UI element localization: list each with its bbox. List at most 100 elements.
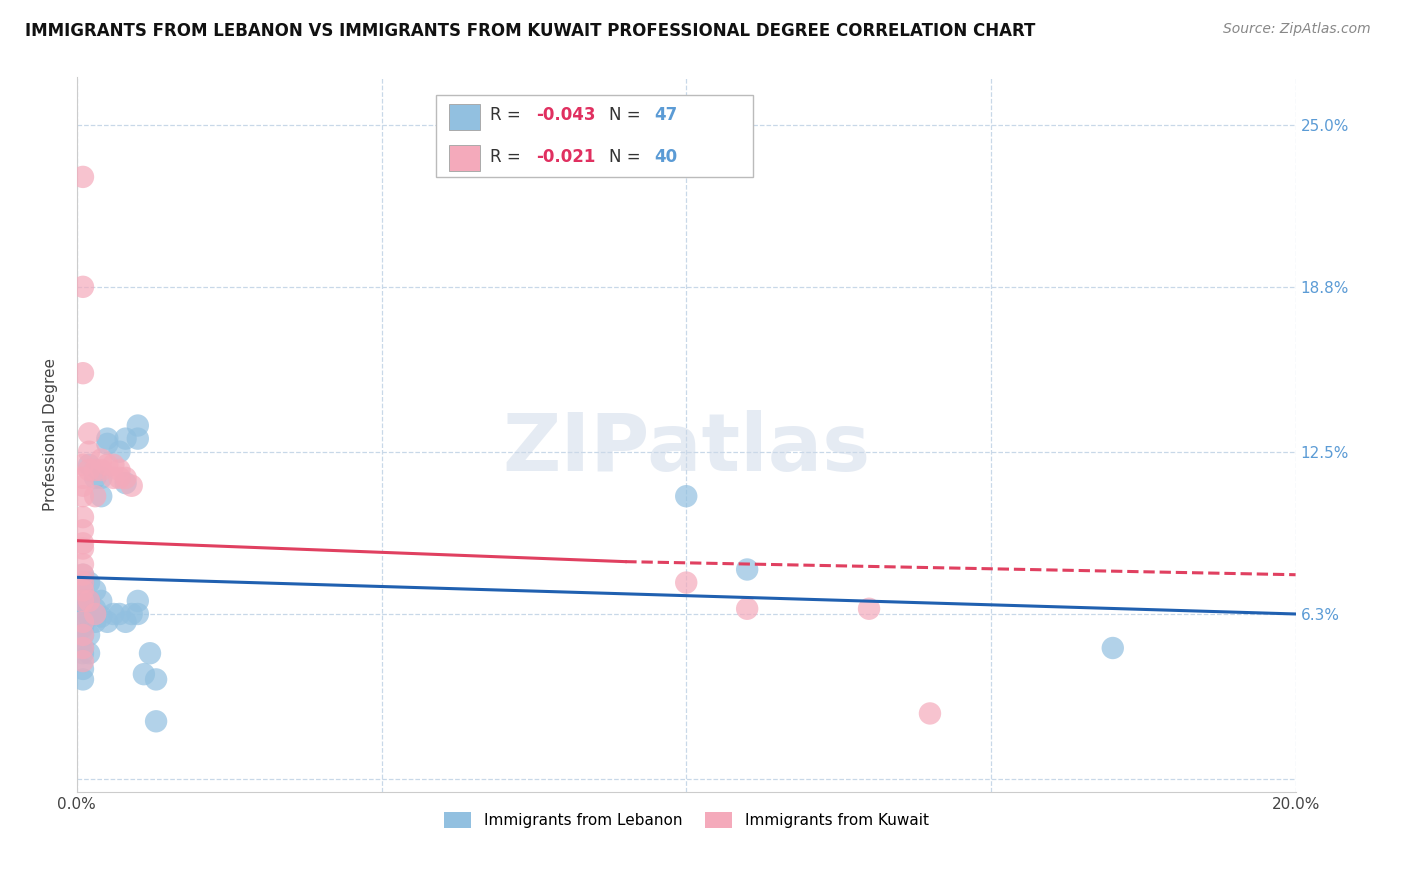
Point bbox=[127, 607, 149, 621]
Point bbox=[72, 628, 94, 642]
Point bbox=[114, 432, 136, 446]
Point bbox=[72, 575, 94, 590]
Text: ZIPatlas: ZIPatlas bbox=[502, 410, 870, 488]
Point bbox=[103, 458, 125, 472]
Point bbox=[90, 452, 112, 467]
Point bbox=[77, 646, 100, 660]
Point bbox=[96, 437, 118, 451]
Legend: Immigrants from Lebanon, Immigrants from Kuwait: Immigrants from Lebanon, Immigrants from… bbox=[437, 806, 935, 834]
Point bbox=[77, 609, 100, 624]
Point bbox=[72, 471, 94, 485]
Point bbox=[72, 567, 94, 582]
Point bbox=[108, 471, 131, 485]
Point bbox=[121, 607, 143, 621]
Point bbox=[72, 567, 94, 582]
Point bbox=[90, 594, 112, 608]
Point bbox=[72, 583, 94, 598]
FancyBboxPatch shape bbox=[449, 103, 481, 129]
Text: -0.021: -0.021 bbox=[536, 148, 596, 166]
FancyBboxPatch shape bbox=[449, 145, 481, 171]
Point bbox=[84, 601, 107, 615]
Point bbox=[72, 601, 94, 615]
Point bbox=[72, 609, 94, 624]
Point bbox=[72, 169, 94, 184]
Point bbox=[145, 673, 167, 687]
Point bbox=[77, 594, 100, 608]
Point bbox=[72, 366, 94, 380]
Point bbox=[96, 432, 118, 446]
Text: R =: R = bbox=[491, 106, 526, 124]
Point bbox=[77, 458, 100, 472]
Point bbox=[127, 594, 149, 608]
Point bbox=[90, 489, 112, 503]
Text: Source: ZipAtlas.com: Source: ZipAtlas.com bbox=[1223, 22, 1371, 37]
Point bbox=[72, 673, 94, 687]
Point bbox=[84, 583, 107, 598]
Point bbox=[103, 607, 125, 621]
Point bbox=[108, 444, 131, 458]
Point bbox=[84, 471, 107, 485]
Text: N =: N = bbox=[609, 148, 647, 166]
Text: R =: R = bbox=[491, 148, 526, 166]
Point bbox=[77, 628, 100, 642]
Point bbox=[114, 615, 136, 629]
Point bbox=[108, 607, 131, 621]
Point bbox=[96, 458, 118, 472]
Point bbox=[72, 640, 94, 655]
Point bbox=[675, 575, 697, 590]
Point bbox=[735, 562, 758, 576]
Point bbox=[72, 594, 94, 608]
Point bbox=[132, 667, 155, 681]
Point bbox=[103, 471, 125, 485]
Text: N =: N = bbox=[609, 106, 647, 124]
Point bbox=[72, 640, 94, 655]
Point bbox=[127, 432, 149, 446]
Point bbox=[77, 575, 100, 590]
Point bbox=[72, 536, 94, 550]
Point bbox=[121, 479, 143, 493]
Point bbox=[675, 489, 697, 503]
Point bbox=[72, 594, 94, 608]
Text: -0.043: -0.043 bbox=[536, 106, 596, 124]
Point bbox=[72, 615, 94, 629]
Point bbox=[858, 601, 880, 615]
Text: 47: 47 bbox=[655, 106, 678, 124]
Point bbox=[127, 418, 149, 433]
Point bbox=[77, 426, 100, 441]
Point bbox=[77, 463, 100, 477]
Point bbox=[72, 510, 94, 524]
Point bbox=[735, 601, 758, 615]
Point bbox=[96, 615, 118, 629]
Point bbox=[84, 607, 107, 621]
Point bbox=[72, 620, 94, 634]
Point bbox=[1101, 640, 1123, 655]
Point bbox=[84, 489, 107, 503]
Y-axis label: Professional Degree: Professional Degree bbox=[44, 359, 58, 511]
Point bbox=[72, 558, 94, 572]
Point bbox=[77, 594, 100, 608]
Point bbox=[77, 444, 100, 458]
Point bbox=[90, 471, 112, 485]
Point bbox=[72, 628, 94, 642]
Point bbox=[139, 646, 162, 660]
Point bbox=[72, 523, 94, 537]
Point bbox=[114, 476, 136, 491]
Point bbox=[72, 654, 94, 668]
Point bbox=[72, 280, 94, 294]
Text: 40: 40 bbox=[655, 148, 678, 166]
Point bbox=[84, 615, 107, 629]
Point bbox=[72, 479, 94, 493]
Point bbox=[90, 609, 112, 624]
Point bbox=[72, 575, 94, 590]
Text: IMMIGRANTS FROM LEBANON VS IMMIGRANTS FROM KUWAIT PROFESSIONAL DEGREE CORRELATIO: IMMIGRANTS FROM LEBANON VS IMMIGRANTS FR… bbox=[25, 22, 1036, 40]
Point bbox=[84, 463, 107, 477]
Point bbox=[108, 463, 131, 477]
Point bbox=[145, 714, 167, 729]
FancyBboxPatch shape bbox=[436, 95, 754, 178]
Point bbox=[72, 458, 94, 472]
Point bbox=[114, 471, 136, 485]
Point bbox=[72, 541, 94, 556]
Point bbox=[72, 589, 94, 603]
Point bbox=[72, 662, 94, 676]
Point bbox=[72, 646, 94, 660]
